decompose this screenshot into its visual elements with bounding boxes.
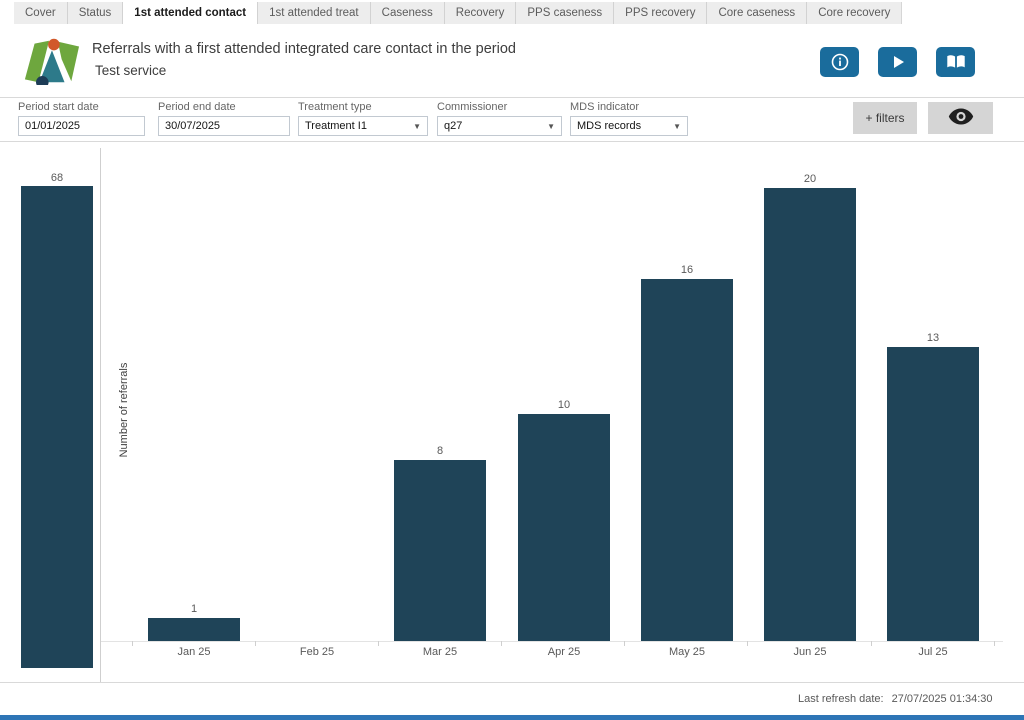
add-filters-button[interactable]: + filters [853,102,917,134]
bar-unlabeled-total[interactable] [21,186,93,668]
referrals-bar-chart: Number of referrals 68 1 Jan 25 Feb 25 8 Mar … [0,148,1024,682]
bar-may-25[interactable] [641,279,733,641]
bar-apr-25[interactable] [518,414,610,641]
x-axis-line [101,641,1003,642]
mds-indicator-label: MDS indicator [570,101,640,113]
x-axis-label-feb-25: Feb 25 [299,646,335,658]
bar-value-label-apr-25: 10 [557,399,571,411]
x-axis-tick [255,641,256,646]
bar-value-label-mar-25: 8 [436,445,444,457]
filter-field-commissioner: Commissioner q27 ▼ [437,101,562,136]
treatment-type-selected-value: Treatment I1 [305,120,367,132]
service-name: Test service [95,63,167,78]
tab-bar: Cover Status 1st attended contact 1st atten… [14,2,903,24]
x-axis-label-jul-25: Jul 25 [918,646,948,658]
page-title: Referrals with a first attended integrat… [92,41,516,57]
period-start-date-label: Period start date [18,101,99,113]
filter-bar-divider [0,141,1024,142]
tab-core-caseness[interactable]: Core caseness [706,2,806,24]
bottom-accent-bar [0,715,1024,720]
bar-jul-25[interactable] [887,347,979,641]
tab-1st-attended-contact[interactable]: 1st attended contact [122,2,258,24]
tab-1st-attended-treat[interactable]: 1st attended treat [257,2,370,24]
x-axis-tick [747,641,748,646]
last-refresh: Last refresh date: 27/07/2025 01:34:30 [798,693,993,705]
filter-field-mds-indicator: MDS indicator MDS records ▼ [570,101,688,136]
info-button[interactable] [820,47,859,77]
x-axis-tick [378,641,379,646]
commissioner-label: Commissioner [437,101,508,113]
y-axis-line [100,148,101,682]
eye-icon [948,108,974,128]
period-end-date-value[interactable] [165,120,283,132]
bar-value-label: 68 [50,172,64,184]
x-axis-tick [871,641,872,646]
tab-recovery[interactable]: Recovery [443,2,516,24]
book-icon [945,53,967,71]
mds-indicator-dropdown[interactable]: MDS records ▼ [570,116,688,136]
mds-indicator-selected-value: MDS records [577,120,642,132]
bar-jan-25[interactable] [148,618,240,641]
treatment-type-label: Treatment type [298,101,372,113]
info-icon [830,52,850,72]
bar-mar-25[interactable] [394,460,486,641]
guide-button[interactable] [936,47,975,77]
app-logo [22,37,80,90]
filter-field-treatment-type: Treatment type Treatment I1 ▼ [298,101,428,136]
logo-graphic [24,38,80,89]
x-axis-tick [624,641,625,646]
last-refresh-value: 27/07/2025 01:34:30 [891,693,993,705]
x-axis-label-jan-25: Jan 25 [177,646,211,658]
play-icon [889,53,907,71]
last-refresh-label: Last refresh date: [798,693,884,705]
period-start-date-input[interactable] [18,116,145,136]
bar-jun-25[interactable] [764,188,856,641]
y-axis-title: Number of referrals [118,362,130,458]
chevron-down-icon: ▼ [413,121,421,131]
commissioner-dropdown[interactable]: q27 ▼ [437,116,562,136]
chart-bottom-divider [0,682,1024,683]
visibility-button[interactable] [928,102,993,134]
period-end-date-label: Period end date [158,101,236,113]
tab-caseness[interactable]: Caseness [369,2,444,24]
x-axis-label-mar-25: Mar 25 [422,646,458,658]
period-end-date-input[interactable] [158,116,290,136]
play-button[interactable] [878,47,917,77]
chevron-down-icon: ▼ [547,121,555,131]
bar-value-label-may-25: 16 [680,264,694,276]
tab-core-recovery[interactable]: Core recovery [806,2,901,24]
tab-pps-recovery[interactable]: PPS recovery [613,2,706,24]
commissioner-selected-value: q27 [444,120,463,132]
x-axis-tick [501,641,502,646]
x-axis-label-jun-25: Jun 25 [793,646,827,658]
bar-value-label-jan-25: 1 [190,603,198,615]
bar-value-label-jun-25: 20 [803,173,817,185]
treatment-type-dropdown[interactable]: Treatment I1 ▼ [298,116,428,136]
period-start-date-value[interactable] [25,120,138,132]
x-axis-tick [132,641,133,646]
tab-cover[interactable]: Cover [25,7,56,19]
bar-value-label-jul-25: 13 [926,332,940,344]
x-axis-label-apr-25: Apr 25 [547,646,581,658]
tab-pps-caseness[interactable]: PPS caseness [515,2,613,24]
x-axis-tick [994,641,995,646]
chevron-down-icon: ▼ [673,121,681,131]
filter-field-period-end-date: Period end date [158,101,290,136]
tab-status[interactable]: Status [66,2,123,24]
filter-field-period-start-date: Period start date [18,101,145,136]
header-divider [0,97,1024,98]
x-axis-label-may-25: May 25 [668,646,706,658]
